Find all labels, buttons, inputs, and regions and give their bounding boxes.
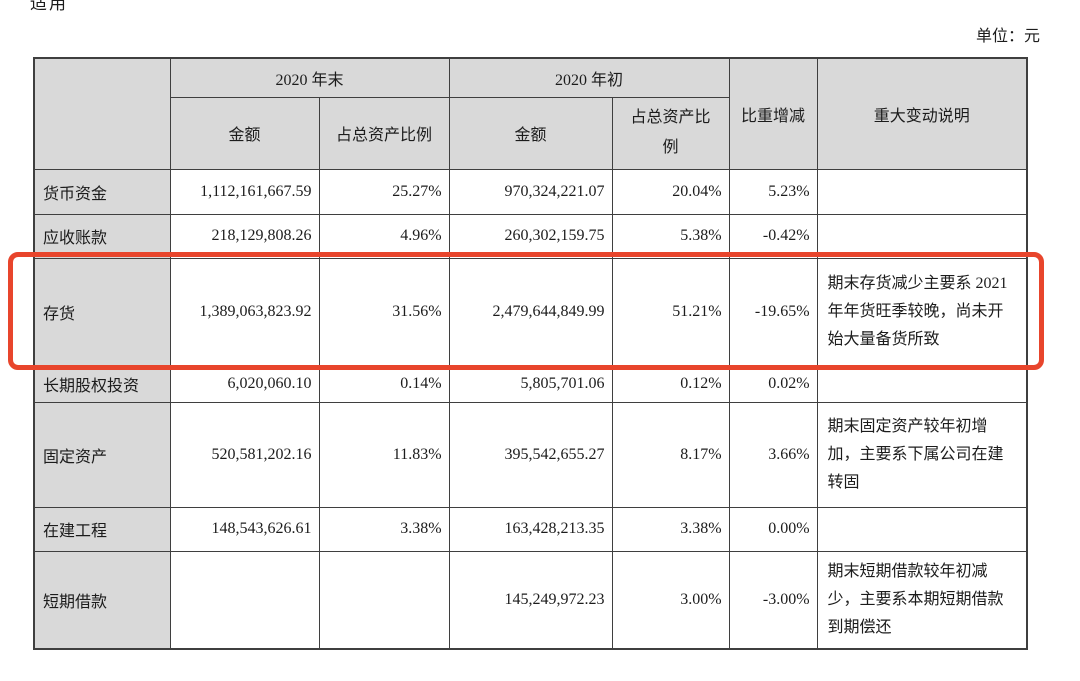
note-cell xyxy=(816,506,1028,552)
ratio-begin-header: 占总资产比例 xyxy=(611,96,730,170)
table-row: 货币资金 1,112,161,667.59 25.27% 970,324,221… xyxy=(33,168,1028,215)
note-header: 重大变动说明 xyxy=(816,57,1028,170)
amount-begin-cell: 145,249,972.23 xyxy=(448,550,613,650)
ratio-begin-header-text: 占总资产比例 xyxy=(630,109,711,156)
clipped-page-text: 适用 xyxy=(30,0,68,13)
ratio-end-header: 占总资产比例 xyxy=(318,96,450,170)
row-label-cell: 在建工程 xyxy=(33,506,171,552)
ratio-end-cell: 0.14% xyxy=(318,365,450,403)
amount-end-cell: 1,389,063,823.92 xyxy=(169,257,320,367)
row-label-cell: 应收账款 xyxy=(33,213,171,259)
table-row: 应收账款 218,129,808.26 4.96% 260,302,159.75… xyxy=(33,213,1028,259)
amount-end-cell: 1,112,161,667.59 xyxy=(169,168,320,215)
change-cell: -19.65% xyxy=(728,257,818,367)
ratio-end-cell: 4.96% xyxy=(318,213,450,259)
change-cell: 0.00% xyxy=(728,506,818,552)
amount-begin-cell: 163,428,213.35 xyxy=(448,506,613,552)
table-row: 长期股权投资 6,020,060.10 0.14% 5,805,701.06 0… xyxy=(33,365,1028,403)
ratio-begin-cell: 51.21% xyxy=(611,257,730,367)
amount-end-cell: 148,543,626.61 xyxy=(169,506,320,552)
ratio-end-cell: 11.83% xyxy=(318,401,450,508)
table-row: 存货 1,389,063,823.92 31.56% 2,479,644,849… xyxy=(33,257,1028,367)
table-row: 固定资产 520,581,202.16 11.83% 395,542,655.2… xyxy=(33,401,1028,508)
period-begin-header: 2020 年初 xyxy=(448,57,730,98)
note-cell: 期末存货减少主要系 2021 年年货旺季较晚，尚未开始大量备货所致 xyxy=(816,257,1028,367)
table-row: 短期借款 145,249,972.23 3.00% -3.00% 期末短期借款较… xyxy=(33,550,1028,650)
row-label-cell: 长期股权投资 xyxy=(33,365,171,403)
amount-begin-header: 金额 xyxy=(448,96,613,170)
ratio-begin-cell: 8.17% xyxy=(611,401,730,508)
note-cell: 期末短期借款较年初减少，主要系本期短期借款到期偿还 xyxy=(816,550,1028,650)
ratio-begin-cell: 3.00% xyxy=(611,550,730,650)
amount-end-cell: 520,581,202.16 xyxy=(169,401,320,508)
amount-begin-cell: 5,805,701.06 xyxy=(448,365,613,403)
ratio-begin-cell: 5.38% xyxy=(611,213,730,259)
amount-begin-cell: 970,324,221.07 xyxy=(448,168,613,215)
period-end-header: 2020 年末 xyxy=(169,57,450,98)
ratio-end-cell: 25.27% xyxy=(318,168,450,215)
note-cell xyxy=(816,213,1028,259)
change-cell: -3.00% xyxy=(728,550,818,650)
amount-end-cell: 6,020,060.10 xyxy=(169,365,320,403)
ratio-begin-cell: 3.38% xyxy=(611,506,730,552)
note-cell: 期末固定资产较年初增加，主要系下属公司在建转固 xyxy=(816,401,1028,508)
amount-begin-cell: 260,302,159.75 xyxy=(448,213,613,259)
ratio-begin-cell: 0.12% xyxy=(611,365,730,403)
unit-label: 单位：元 xyxy=(975,28,1040,45)
row-label-cell: 存货 xyxy=(33,257,171,367)
change-cell: -0.42% xyxy=(728,213,818,259)
table-row: 在建工程 148,543,626.61 3.38% 163,428,213.35… xyxy=(33,506,1028,552)
header-row-periods: 2020 年末 2020 年初 比重增减 重大变动说明 xyxy=(33,57,1028,170)
change-cell: 5.23% xyxy=(728,168,818,215)
amount-begin-cell: 395,542,655.27 xyxy=(448,401,613,508)
corner-cell xyxy=(33,57,171,170)
ratio-end-cell: 31.56% xyxy=(318,257,450,367)
ratio-end-cell xyxy=(318,550,450,650)
row-label-cell: 固定资产 xyxy=(33,401,171,508)
change-cell: 0.02% xyxy=(728,365,818,403)
amount-begin-cell: 2,479,644,849.99 xyxy=(448,257,613,367)
note-cell xyxy=(816,365,1028,403)
assets-change-table: 2020 年末 2020 年初 比重增减 重大变动说明 金额 占总资产比例 金额… xyxy=(33,57,1029,650)
amount-end-cell: 218,129,808.26 xyxy=(169,213,320,259)
ratio-begin-cell: 20.04% xyxy=(611,168,730,215)
ratio-end-cell: 3.38% xyxy=(318,506,450,552)
header-row-subcolumns: 金额 占总资产比例 金额 占总资产比例 xyxy=(34,96,1027,170)
row-label-cell: 货币资金 xyxy=(33,168,171,215)
row-label-cell: 短期借款 xyxy=(33,550,171,650)
amount-end-cell xyxy=(169,550,320,650)
note-cell xyxy=(816,168,1028,215)
amount-end-header: 金额 xyxy=(169,96,320,170)
change-header: 比重增减 xyxy=(728,57,818,170)
change-cell: 3.66% xyxy=(728,401,818,508)
